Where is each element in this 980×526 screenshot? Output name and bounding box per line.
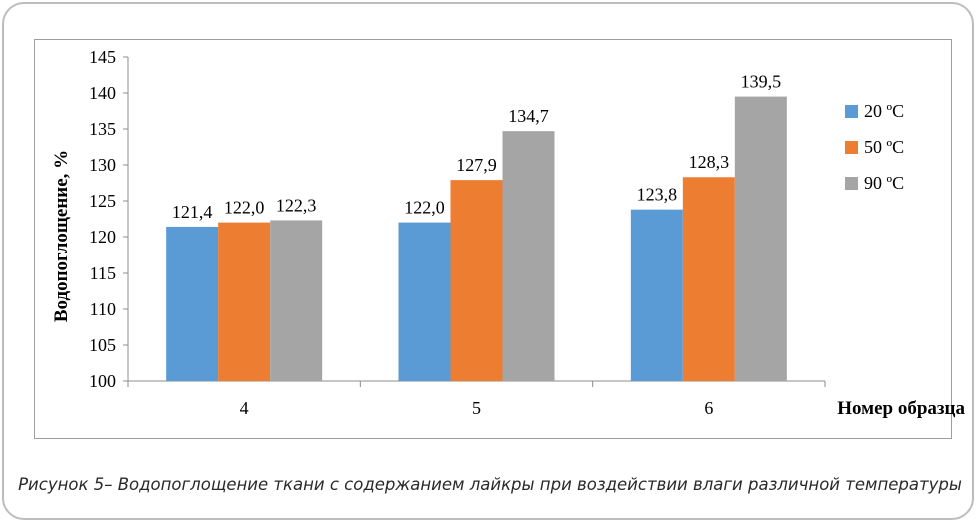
bar bbox=[502, 131, 555, 381]
legend-label: 20 ºС bbox=[864, 101, 904, 121]
y-tick-label: 135 bbox=[89, 119, 116, 139]
bar bbox=[270, 220, 323, 381]
y-axis: 100 105 110 115 120 125 130 135 140 145 bbox=[89, 47, 129, 391]
bar bbox=[630, 209, 683, 381]
data-label: 139,5 bbox=[741, 72, 782, 92]
bar bbox=[166, 226, 219, 381]
y-tick-label: 145 bbox=[89, 47, 116, 67]
data-label: 122,0 bbox=[224, 198, 265, 218]
x-tick-label: 5 bbox=[472, 398, 481, 418]
data-label: 122,0 bbox=[404, 198, 445, 218]
bar bbox=[734, 96, 787, 381]
legend-swatch bbox=[845, 105, 858, 118]
y-tick-label: 105 bbox=[89, 335, 116, 355]
bars bbox=[166, 96, 787, 381]
data-label: 123,8 bbox=[637, 185, 678, 205]
y-axis-title: Водопоглощение, % bbox=[51, 150, 72, 322]
y-tick-label: 115 bbox=[90, 263, 116, 283]
x-axis: 4 5 6 bbox=[127, 380, 826, 418]
y-tick-label: 130 bbox=[89, 155, 116, 175]
legend-label: 50 ºС bbox=[864, 137, 904, 157]
x-axis-title: Номер образца bbox=[837, 398, 965, 419]
y-tick-label: 120 bbox=[89, 227, 116, 247]
data-label: 134,7 bbox=[508, 106, 549, 126]
bar bbox=[682, 177, 735, 381]
y-tick-label: 140 bbox=[89, 83, 116, 103]
legend-label: 90 ºС bbox=[864, 173, 904, 193]
data-label: 127,9 bbox=[456, 155, 497, 175]
data-label: 128,3 bbox=[689, 152, 730, 172]
legend: 20 ºС 50 ºС 90 ºС bbox=[845, 101, 904, 193]
y-tick-label: 125 bbox=[89, 191, 116, 211]
bar bbox=[450, 180, 503, 381]
y-tick-label: 100 bbox=[89, 371, 116, 391]
legend-swatch bbox=[845, 141, 858, 154]
y-tick-label: 110 bbox=[90, 299, 116, 319]
data-label: 122,3 bbox=[276, 195, 317, 215]
legend-swatch bbox=[845, 177, 858, 190]
data-labels: 121,4 122,0 122,3 122,0 127,9 134,7 123,8 128,3… bbox=[172, 72, 781, 222]
x-tick-label: 6 bbox=[704, 398, 713, 418]
bar bbox=[218, 222, 271, 381]
bar bbox=[398, 222, 451, 381]
x-tick-label: 4 bbox=[240, 398, 249, 418]
figure-caption: Рисунок 5– Водопоглощение ткани с содерж… bbox=[18, 475, 962, 494]
data-label: 121,4 bbox=[172, 202, 213, 222]
